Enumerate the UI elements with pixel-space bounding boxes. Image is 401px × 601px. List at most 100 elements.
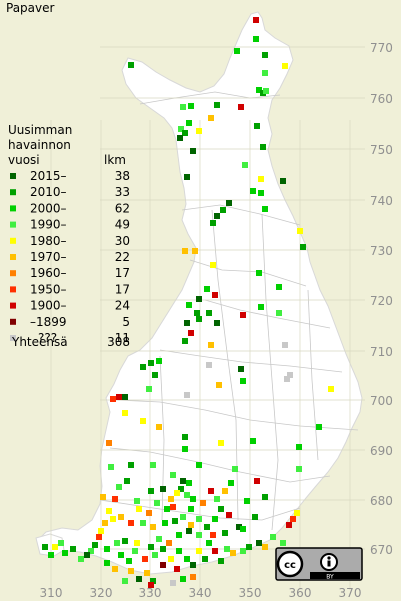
observation-square xyxy=(296,466,302,472)
observation-square xyxy=(110,396,116,402)
observation-square xyxy=(202,556,208,562)
observation-square xyxy=(190,148,196,154)
observation-square xyxy=(262,544,268,550)
observation-square xyxy=(236,524,242,530)
legend-count: 38 xyxy=(115,169,130,183)
observation-square xyxy=(160,546,166,552)
legend-count: 22 xyxy=(115,250,130,264)
legend-entry: 2010– 33 xyxy=(10,185,130,199)
observation-square xyxy=(128,462,134,468)
observation-square xyxy=(196,462,202,468)
observation-square xyxy=(212,548,218,554)
observation-square xyxy=(228,480,234,486)
observation-square xyxy=(240,548,246,554)
legend-year: 2010– xyxy=(30,185,67,199)
observation-square xyxy=(290,516,296,522)
map-title: Papaver xyxy=(6,1,55,15)
observation-square xyxy=(214,320,220,326)
observation-square xyxy=(258,304,264,310)
legend-heading-line1: Uusimman xyxy=(8,123,72,137)
legend-swatch xyxy=(10,189,16,196)
observation-square xyxy=(104,546,110,552)
observation-square xyxy=(156,358,162,364)
license-text: BY xyxy=(326,574,334,581)
legend-swatch xyxy=(10,173,16,179)
observation-square xyxy=(192,248,198,254)
observation-square xyxy=(152,372,158,378)
observation-square xyxy=(186,302,192,308)
observation-square xyxy=(112,566,118,572)
observation-square xyxy=(284,376,290,382)
observation-square xyxy=(196,316,202,322)
legend-swatch xyxy=(10,237,16,244)
observation-square xyxy=(204,286,210,292)
observation-square xyxy=(328,386,334,392)
legend-entry: 1970– 22 xyxy=(10,250,130,264)
observation-square xyxy=(262,206,268,212)
observation-square xyxy=(222,530,228,536)
observation-square xyxy=(170,472,176,478)
northing-label: 670 xyxy=(370,543,393,557)
legend-heading-line2: havainnon xyxy=(8,138,71,152)
observation-square xyxy=(208,342,214,348)
observation-square xyxy=(180,514,186,520)
observation-square xyxy=(88,548,94,554)
observation-square xyxy=(102,520,108,526)
legend-total-count: 308 xyxy=(107,335,130,349)
observation-square xyxy=(206,362,212,368)
observation-square xyxy=(160,486,166,492)
observation-square xyxy=(128,568,134,574)
observation-square xyxy=(182,434,188,440)
northing-labels: 770 760 750 740 730 720 710 700 690 680 670 xyxy=(370,41,393,557)
observation-square xyxy=(204,524,210,530)
observation-square xyxy=(206,540,212,546)
northing-label: 720 xyxy=(370,294,393,308)
observations-layer xyxy=(42,17,334,588)
observation-square xyxy=(128,520,134,526)
observation-square xyxy=(224,546,230,552)
legend-total-label: Yhteensä xyxy=(11,335,68,349)
observation-square xyxy=(140,364,146,370)
observation-square xyxy=(136,506,142,512)
observation-square xyxy=(122,410,128,416)
observation-square xyxy=(240,526,246,532)
cc-icon-text: cc xyxy=(284,560,296,571)
legend-swatch xyxy=(10,335,16,341)
observation-square xyxy=(258,190,264,196)
observation-square xyxy=(150,462,156,468)
legend-swatch xyxy=(10,318,16,325)
legend-count: 33 xyxy=(115,185,130,199)
region-borders xyxy=(99,91,359,531)
observation-square xyxy=(230,550,236,556)
observation-square xyxy=(182,130,188,136)
legend-swatch xyxy=(10,254,16,260)
observation-square xyxy=(148,488,154,494)
observation-square xyxy=(263,88,269,94)
legend-year: 1950– xyxy=(30,282,67,296)
observation-square xyxy=(254,123,260,129)
easting-label: 310 xyxy=(40,586,63,600)
observation-square xyxy=(116,484,122,490)
easting-label: 370 xyxy=(339,586,362,600)
observation-square xyxy=(144,570,150,576)
observation-square xyxy=(108,464,114,470)
observation-square xyxy=(162,520,168,526)
observation-square xyxy=(140,418,146,424)
observation-square xyxy=(148,544,154,550)
observation-square xyxy=(156,424,162,430)
observation-square xyxy=(276,310,282,316)
observation-square xyxy=(180,104,186,110)
observation-square xyxy=(140,520,146,526)
observation-square xyxy=(210,262,216,268)
observation-square xyxy=(194,310,200,316)
legend-year: 2015– xyxy=(30,169,67,183)
observation-square xyxy=(136,576,142,582)
legend-count: 30 xyxy=(115,234,130,248)
observation-square xyxy=(178,486,184,492)
legend-entry: 2000– 62 xyxy=(10,201,130,215)
observation-square xyxy=(184,392,190,398)
legend-year: 1990– xyxy=(30,218,67,232)
observation-square xyxy=(52,544,58,550)
observation-square xyxy=(62,550,68,556)
